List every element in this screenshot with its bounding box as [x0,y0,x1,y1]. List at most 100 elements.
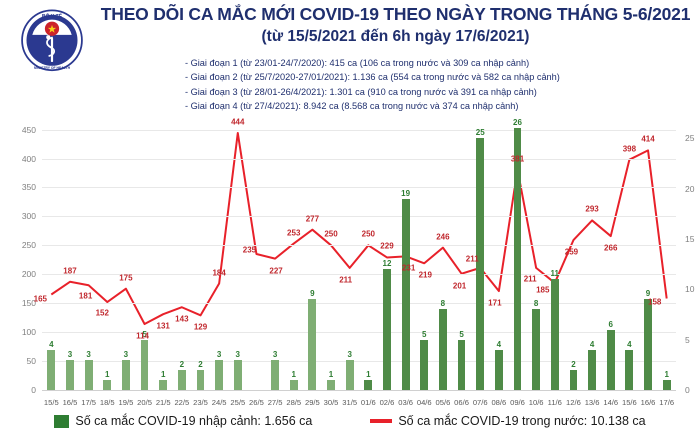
logo-text-top: BỘ Y TẾ [42,12,63,20]
x-axis-tick-label: 13/6 [584,398,600,407]
y-axis-left-tick: 100 [21,327,36,338]
bar-value-label: 9 [310,289,315,299]
bar-imported-cases [66,359,74,390]
bar-value-label: 3 [216,349,222,359]
line-value-label: 175 [119,273,133,283]
bar-value-label: 2 [571,359,576,369]
line-value-label: 250 [324,229,338,239]
x-axis-tick-label: 08/6 [491,398,507,407]
x-axis-tick-label: 06/6 [454,398,469,407]
x-axis-tick-label: 15/6 [621,398,637,407]
bar-value-label: 3 [67,349,73,359]
y-axis-right-tick: 0 [685,385,690,395]
x-axis-tick-label: 03/6 [398,398,413,407]
y-axis-left-tick: 300 [21,211,36,222]
line-value-label: 229 [380,241,394,251]
domestic-cases-line [50,132,668,326]
bar-imported-cases [606,329,615,390]
bar-value-label: 5 [422,329,427,339]
gridline [42,245,676,247]
x-axis-tick-label: 17/5 [81,398,96,407]
x-axis-tick-label: 12/6 [566,398,581,407]
bar-value-label: 26 [513,118,522,128]
plot-area: 0 50 100 150 200 250 300 350 400 450 0 5 10 15 20 25 4 3 3… [22,118,695,395]
legend-label-imported: Số ca mắc COVID-19 nhập cảnh: 1.656 ca [75,414,313,428]
y-axis-left-tick: 150 [21,298,36,309]
phase-line: - Giai đoạn 1 (từ 23/01-24/7/2020): 415 … [185,58,530,68]
bar-imported-cases [476,138,485,390]
x-axis-tick-label: 25/5 [230,398,246,407]
bar-value-label: 4 [49,339,54,349]
y-axis-right-tick: 25 [685,133,695,144]
line-value-label: 211 [339,275,353,285]
line-value-label: 259 [564,247,579,257]
bar-value-label: 2 [179,359,185,369]
line-value-label: 231 [401,263,416,273]
y-axis-left-tick: 200 [21,269,36,280]
bar-imported-cases [364,379,373,390]
bar-imported-cases [215,359,224,390]
bar-imported-cases [308,299,317,390]
gridline [42,216,676,218]
phase-line: - Giai đoạn 2 (từ 25/7/2020-27/01/2021):… [185,72,560,83]
bar-value-label: 25 [475,128,485,138]
x-axis-tick-label: 16/5 [62,398,78,407]
bar-value-label: 11 [550,269,560,279]
y-axis-right-tick: 20 [685,183,695,194]
line-value-label: 253 [287,228,301,238]
bar-imported-cases [345,359,354,390]
y-axis-left-tick: 50 [26,356,36,367]
x-axis-tick-label: 15/5 [43,398,59,407]
line-value-label: 211 [465,254,479,264]
x-axis-tick-label: 14/6 [603,398,619,407]
line-value-label: 181 [78,291,93,301]
line-value-label: 398 [622,144,637,154]
phase-line: - Giai đoạn 3 (từ 28/01-26/4/2021): 1.30… [185,86,537,97]
bar-value-label: 1 [105,369,110,379]
bar-value-label: 3 [123,349,129,359]
y-axis-right-tick: 15 [685,233,695,244]
page-subtitle: (từ 15/5/2021 đến 6h ngày 17/6/2021) [261,27,530,45]
bar-imported-cases [401,198,410,390]
line-value-label: 143 [175,314,189,324]
gridline [42,303,676,305]
line-value-label: 131 [156,321,170,331]
line-value-label: 129 [193,322,208,332]
line-value-label: 235 [242,245,257,255]
line-value-label: 227 [269,266,283,276]
gridline [42,158,676,160]
bar-value-label: 4 [496,339,502,349]
y-axis-left-tick: 400 [21,153,36,164]
bar-imported-cases [494,349,503,390]
bar-imported-cases [513,128,522,390]
bar-value-label: 1 [366,369,371,379]
x-axis-tick-label: 07/6 [472,398,488,407]
phase-line: - Giai đoạn 4 (từ 27/4/2021): 8.942 ca (… [185,101,519,112]
bar-value-label: 1 [291,369,296,379]
x-axis-tick-label: 30/5 [323,398,339,407]
bar-value-label: 1 [328,369,334,379]
bar-imported-cases [196,369,205,390]
bar-value-label: 5 [459,329,464,339]
bar-imported-cases [644,299,652,390]
bar-value-label: 19 [401,188,411,198]
domestic-cases-polyline [50,132,668,326]
legend-item-imported: Số ca mắc COVID-19 nhập cảnh: 1.656 ca [54,414,312,428]
y-axis-left-tick: 250 [21,240,36,251]
line-value-label: 158 [647,297,662,307]
y-axis-left-tick: 450 [21,124,36,135]
legend-item-domestic: Số ca mắc COVID-19 trong nước: 10.138 ca [370,414,646,428]
x-axis-tick-label: 24/5 [211,398,227,407]
line-value-label: 185 [536,285,550,295]
line-value-label: 211 [523,274,537,284]
x-axis-tick-label: 26/5 [249,398,264,407]
bar-imported-cases [532,309,541,390]
bar-imported-cases [103,379,112,390]
title-block: THEO DÕI CA MẮC MỚI COVID-19 THEO NGÀY T… [95,4,696,48]
bar-imported-cases [662,379,671,390]
bar-imported-cases [383,269,391,390]
x-axis-line [42,390,676,391]
bar-value-label: 9 [645,289,651,299]
x-axis-tick-label: 05/6 [435,398,451,407]
bar-imported-cases [327,379,335,390]
